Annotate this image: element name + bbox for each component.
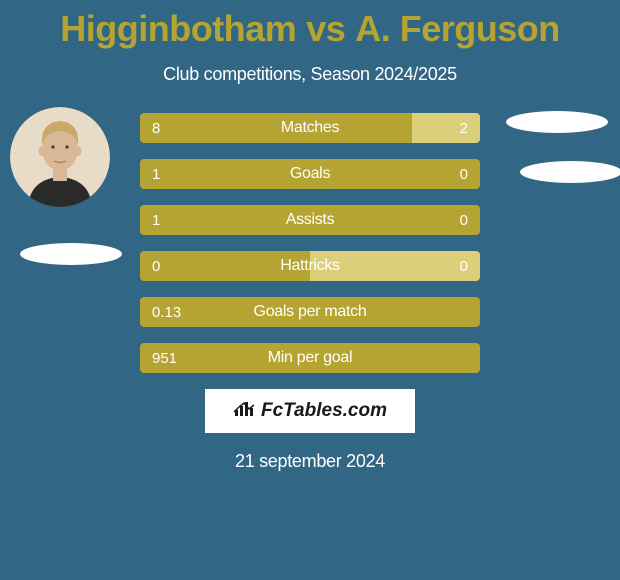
comparison-card: HigginbothamvsA. Ferguson Club competitio… xyxy=(0,0,620,580)
stat-bar-right xyxy=(310,251,480,281)
stat-row: Goals per match0.13 xyxy=(140,297,480,327)
player1-platform-icon xyxy=(20,243,122,265)
player1-avatar xyxy=(10,107,110,207)
stat-bar-left xyxy=(140,343,480,373)
stat-bar-left xyxy=(140,159,480,189)
player1-name: Higginbotham xyxy=(60,8,296,49)
stat-row: Min per goal951 xyxy=(140,343,480,373)
subtitle: Club competitions, Season 2024/2025 xyxy=(0,64,620,85)
stat-bar-right xyxy=(412,113,480,143)
bar-chart-icon xyxy=(233,398,255,424)
stat-row: Matches82 xyxy=(140,113,480,143)
player2-platform-icon xyxy=(506,111,608,133)
player2-platform-icon-2 xyxy=(520,161,620,183)
fctables-logo: FcTables.com xyxy=(205,389,415,433)
stat-bar-left xyxy=(140,113,412,143)
stat-bar-left xyxy=(140,205,480,235)
stat-row: Assists10 xyxy=(140,205,480,235)
stat-bar-left xyxy=(140,297,480,327)
player2-name: A. Ferguson xyxy=(355,8,560,49)
page-title: HigginbothamvsA. Ferguson xyxy=(0,0,620,50)
logo-text: FcTables.com xyxy=(261,400,387,422)
vs-word: vs xyxy=(306,8,345,49)
stat-row: Goals10 xyxy=(140,159,480,189)
footer-date: 21 september 2024 xyxy=(0,451,620,472)
stat-row: Hattricks00 xyxy=(140,251,480,281)
comparison-area: Matches82 Goals10 Assists10 Hattricks00 Goal… xyxy=(0,113,620,373)
stat-bars: Matches82 Goals10 Assists10 Hattricks00 Goal… xyxy=(140,113,480,373)
stat-bar-left xyxy=(140,251,310,281)
